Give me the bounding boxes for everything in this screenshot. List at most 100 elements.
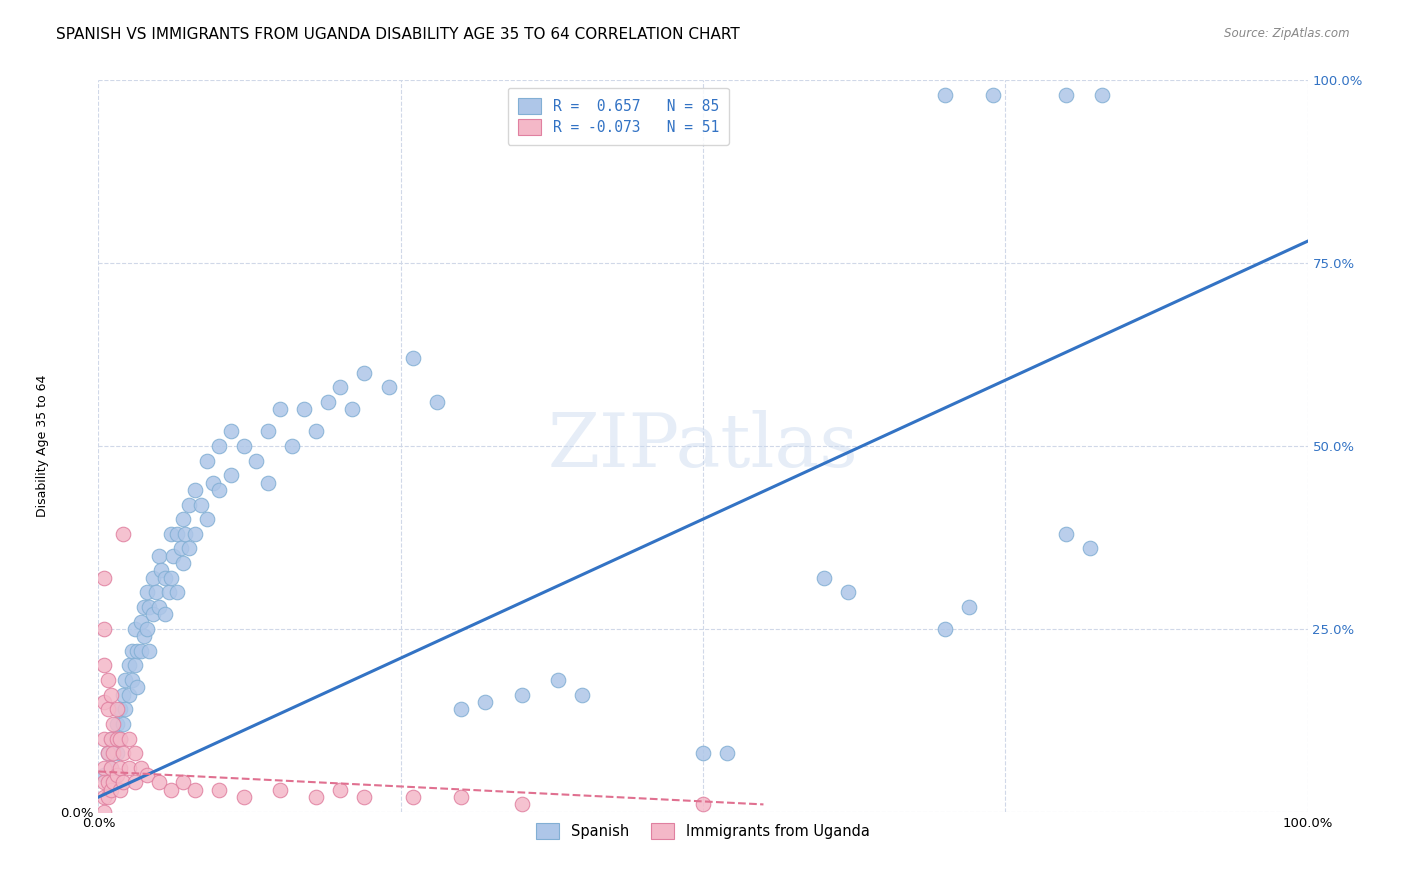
Point: [134, 599, 156, 614]
Point: [97, 673, 120, 687]
Point: [105, 768, 128, 782]
Point: [135, 585, 157, 599]
Point: [1091, 87, 1114, 102]
Point: [160, 571, 183, 585]
Point: [981, 87, 1004, 102]
Point: [101, 746, 124, 760]
Point: [256, 425, 278, 439]
Point: [93, 790, 115, 805]
Point: [184, 483, 207, 497]
Point: [957, 599, 980, 614]
Point: [129, 761, 152, 775]
Point: [813, 571, 835, 585]
Point: [232, 790, 254, 805]
Point: [100, 731, 122, 746]
Point: [93, 658, 115, 673]
Point: [121, 644, 143, 658]
Point: [93, 775, 115, 789]
Point: [221, 468, 243, 483]
Point: [256, 475, 278, 490]
Point: [329, 782, 352, 797]
Point: [153, 607, 176, 622]
Point: [450, 702, 472, 716]
Point: [93, 695, 115, 709]
Point: [1054, 526, 1077, 541]
Point: [124, 746, 146, 760]
Point: [377, 380, 399, 394]
Point: [111, 775, 134, 789]
Point: [97, 790, 120, 805]
Point: [105, 746, 128, 760]
Point: [118, 761, 141, 775]
Point: [174, 526, 197, 541]
Point: [172, 775, 194, 789]
Point: [111, 746, 134, 760]
Point: [837, 585, 859, 599]
Point: [269, 402, 291, 417]
Point: [114, 702, 136, 716]
Point: [184, 526, 207, 541]
Point: [162, 549, 184, 563]
Point: [547, 673, 569, 687]
Point: [160, 782, 183, 797]
Point: [934, 87, 956, 102]
Point: [108, 731, 131, 746]
Point: [221, 425, 243, 439]
Point: [111, 717, 134, 731]
Point: [450, 790, 472, 805]
Y-axis label: Disability Age 35 to 64: Disability Age 35 to 64: [37, 375, 49, 517]
Point: [934, 622, 956, 636]
Point: [127, 681, 149, 695]
Point: [195, 453, 218, 467]
Point: [402, 790, 425, 805]
Point: [353, 790, 375, 805]
Legend: Spanish, Immigrants from Uganda: Spanish, Immigrants from Uganda: [530, 817, 876, 845]
Point: [108, 761, 131, 775]
Point: [190, 498, 212, 512]
Point: [93, 622, 115, 636]
Point: [108, 782, 131, 797]
Point: [142, 571, 165, 585]
Point: [281, 439, 304, 453]
Point: [169, 541, 191, 556]
Point: [232, 439, 254, 453]
Point: [208, 439, 231, 453]
Point: [118, 658, 141, 673]
Point: [129, 615, 152, 629]
Point: [101, 739, 124, 753]
Text: SPANISH VS IMMIGRANTS FROM UGANDA DISABILITY AGE 35 TO 64 CORRELATION CHART: SPANISH VS IMMIGRANTS FROM UGANDA DISABI…: [56, 27, 740, 42]
Point: [121, 673, 143, 687]
Point: [145, 585, 167, 599]
Point: [305, 790, 328, 805]
Point: [692, 746, 714, 760]
Point: [172, 512, 194, 526]
Point: [402, 351, 425, 366]
Point: [105, 717, 128, 731]
Point: [510, 797, 533, 812]
Point: [129, 644, 152, 658]
Point: [100, 782, 122, 797]
Point: [172, 556, 194, 570]
Point: [124, 658, 146, 673]
Point: [108, 731, 131, 746]
Point: [150, 563, 173, 577]
Point: [93, 805, 115, 819]
Point: [93, 731, 115, 746]
Point: [148, 549, 170, 563]
Point: [208, 483, 231, 497]
Point: [305, 425, 328, 439]
Point: [148, 775, 170, 789]
Point: [179, 541, 201, 556]
Point: [100, 731, 122, 746]
Point: [184, 782, 207, 797]
Text: Source: ZipAtlas.com: Source: ZipAtlas.com: [1225, 27, 1350, 40]
Point: [202, 475, 225, 490]
Point: [114, 673, 136, 687]
Text: ZIPatlas: ZIPatlas: [547, 409, 859, 483]
Point: [93, 761, 115, 775]
Point: [97, 746, 120, 760]
Point: [510, 688, 533, 702]
Point: [118, 688, 141, 702]
Point: [97, 702, 120, 716]
Point: [111, 688, 134, 702]
